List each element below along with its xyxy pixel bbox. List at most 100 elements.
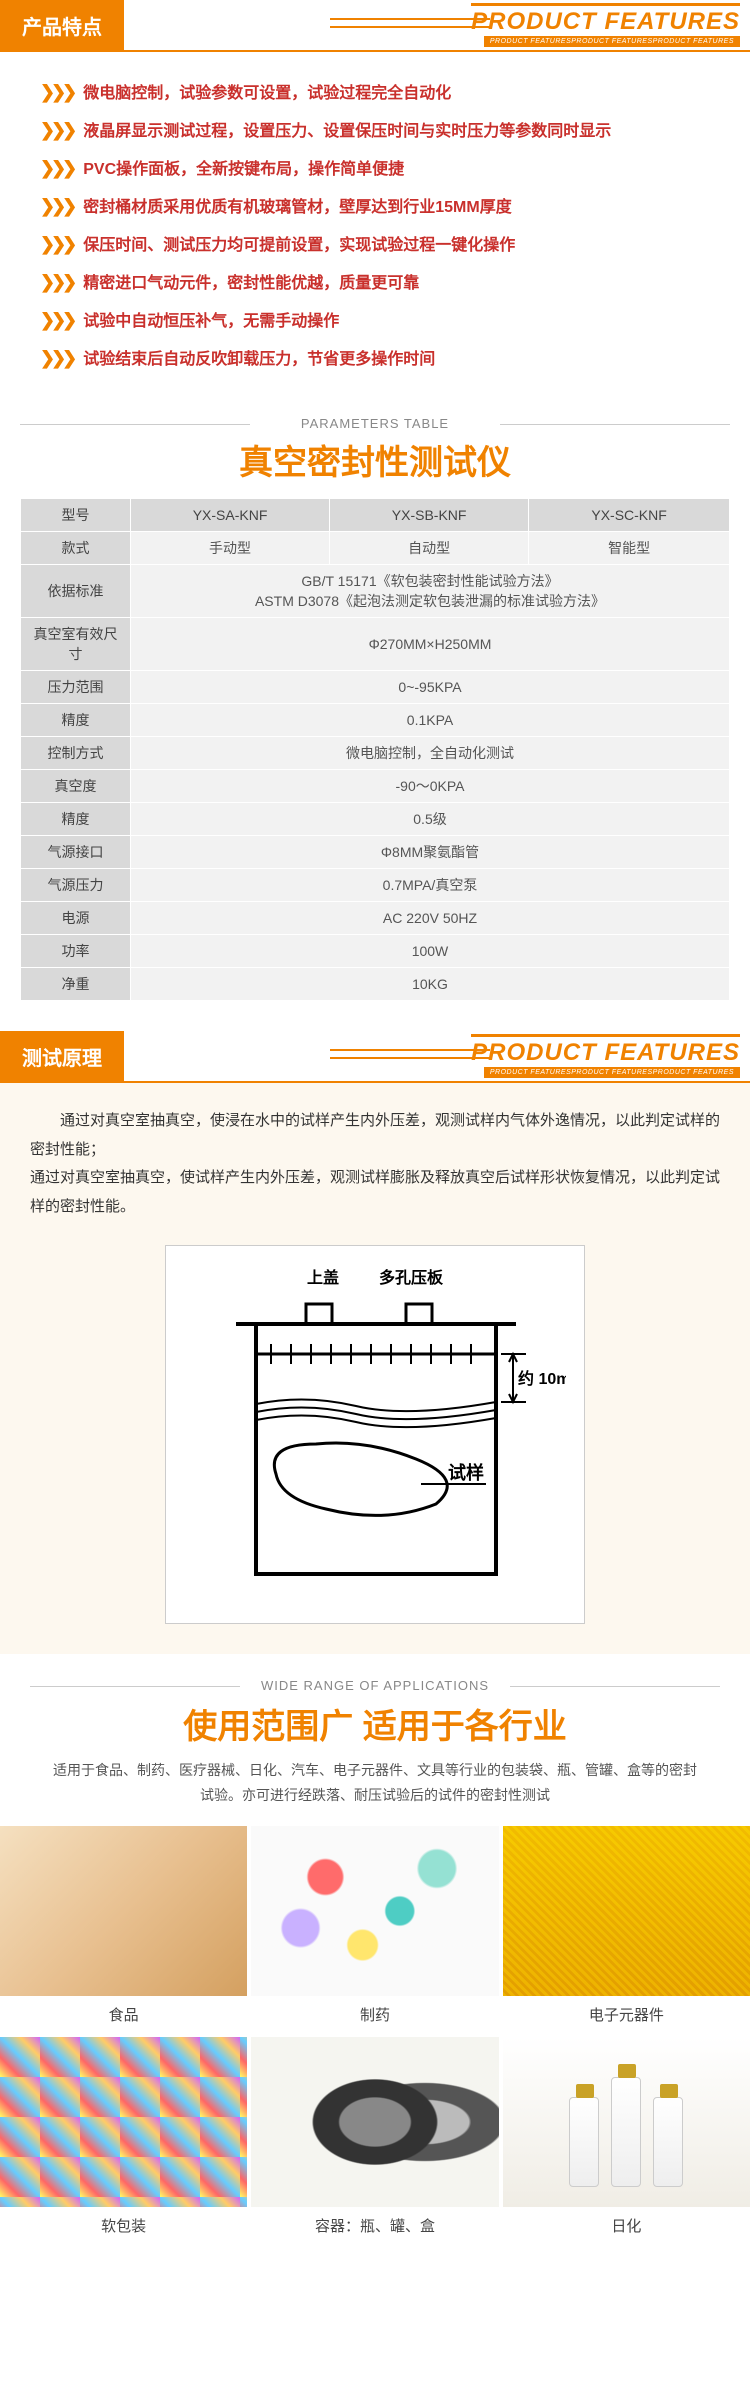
section-title-en: PRODUCT FEATURES	[471, 3, 740, 36]
feature-item: ❯❯❯ 密封桶材质采用优质有机玻璃管材，壁厚达到行业15MM厚度	[40, 196, 710, 220]
decor-lines	[330, 18, 490, 28]
section-title-cn: 测试原理	[0, 1031, 124, 1081]
feature-item: ❯❯❯ PVC操作面板，全新按键布局，操作简单便捷	[40, 158, 710, 182]
section-title-en-wrap: PRODUCT FEATURES PRODUCT FEATURESPRODUCT…	[471, 0, 750, 50]
td-label: 气源压力	[21, 869, 131, 902]
table-row: 控制方式微电脑控制，全自动化测试	[21, 737, 730, 770]
table-row: 精度0.5级	[21, 803, 730, 836]
application-cell: 日化	[503, 2037, 750, 2244]
section-title-en-sub: PRODUCT FEATURESPRODUCT FEATURESPRODUCT …	[484, 36, 740, 47]
table-row: 功率100W	[21, 935, 730, 968]
section-header-principle: 测试原理 PRODUCT FEATURES PRODUCT FEATURESPR…	[0, 1031, 750, 1083]
table-row: 型号 YX-SA-KNF YX-SB-KNF YX-SC-KNF	[21, 499, 730, 532]
td-label: 款式	[21, 532, 131, 565]
application-caption: 电子元器件	[503, 1996, 750, 2033]
section-header-features: 产品特点 PRODUCT FEATURES PRODUCT FEATURESPR…	[0, 0, 750, 52]
application-image	[251, 2037, 498, 2207]
feature-item: ❯❯❯ 微电脑控制，试验参数可设置，试验过程完全自动化	[40, 82, 710, 106]
td: 自动型	[330, 532, 529, 565]
principle-section: 通过对真空室抽真空，使浸在水中的试样产生内外压差，观测试样内气体外逸情况，以此判…	[0, 1083, 750, 1654]
application-image	[0, 2037, 247, 2207]
feature-text: 试验结束后自动反吹卸载压力，节省更多操作时间	[83, 348, 435, 372]
th-c1: YX-SA-KNF	[131, 499, 330, 532]
feature-text: PVC操作面板，全新按键布局，操作简单便捷	[83, 158, 404, 182]
td-value: Φ270MM×H250MM	[131, 618, 730, 671]
table-row: 真空度-90～0KPA	[21, 770, 730, 803]
applications-grid: 食品制药电子元器件软包装容器：瓶、罐、盒日化	[0, 1826, 750, 2244]
table-row: 净重10KG	[21, 968, 730, 1001]
td-value: GB/T 15171《软包装密封性能试验方法》 ASTM D3078《起泡法测定…	[131, 565, 730, 618]
td-value: 0.7MPA/真空泵	[131, 869, 730, 902]
feature-item: ❯❯❯液晶屏显示测试过程，设置压力、设置保压时间与实时压力等参数同时显示	[40, 120, 710, 144]
application-cell: 制药	[251, 1826, 498, 2033]
application-cell: 电子元器件	[503, 1826, 750, 2033]
principle-p1: 通过对真空室抽真空，使浸在水中的试样产生内外压差，观测试样内气体外逸情况，以此判…	[30, 1107, 720, 1164]
td-label: 精度	[21, 704, 131, 737]
chevron-icon: ❯❯❯	[40, 310, 73, 331]
td-label: 依据标准	[21, 565, 131, 618]
chevron-icon: ❯❯❯	[40, 82, 73, 103]
chevron-icon: ❯❯❯	[40, 234, 73, 255]
table-row: 气源接口Φ8MM聚氨酯管	[21, 836, 730, 869]
table-row: 精度0.1KPA	[21, 704, 730, 737]
td: 手动型	[131, 532, 330, 565]
td-value: AC 220V 50HZ	[131, 902, 730, 935]
application-caption: 制药	[251, 1996, 498, 2033]
feature-text: 液晶屏显示测试过程，设置压力、设置保压时间与实时压力等参数同时显示	[83, 120, 611, 144]
td-label: 精度	[21, 803, 131, 836]
applications-title: 使用范围广 适用于各行业	[0, 1699, 750, 1748]
diagram-label-lid: 上盖	[307, 1264, 339, 1288]
applications-block: WIDE RANGE OF APPLICATIONS 使用范围广 适用于各行业 …	[0, 1654, 750, 2244]
td: 智能型	[529, 532, 730, 565]
diagram-depth-text: 约 10mm	[518, 1369, 566, 1388]
section-title-en-wrap: PRODUCT FEATURES PRODUCT FEATURESPRODUCT…	[471, 1031, 750, 1081]
parameters-title: 真空密封性测试仪	[20, 435, 730, 484]
table-row: 真空室有效尺寸Φ270MM×H250MM	[21, 618, 730, 671]
table-row: 气源压力0.7MPA/真空泵	[21, 869, 730, 902]
feature-text: 精密进口气动元件，密封性能优越，质量更可靠	[83, 272, 419, 296]
td-label: 压力范围	[21, 671, 131, 704]
application-image	[503, 2037, 750, 2207]
decor-lines	[330, 1049, 490, 1059]
application-cell: 软包装	[0, 2037, 247, 2244]
chevron-icon: ❯❯❯	[40, 272, 73, 293]
feature-item: ❯❯❯ 精密进口气动元件，密封性能优越，质量更可靠	[40, 272, 710, 296]
applications-desc: 适用于食品、制药、医疗器械、日化、汽车、电子元器件、文具等行业的包装袋、瓶、管罐…	[0, 1758, 750, 1826]
td-value: 0.1KPA	[131, 704, 730, 737]
th-c3: YX-SC-KNF	[529, 499, 730, 532]
feature-text: 微电脑控制，试验参数可设置，试验过程完全自动化	[83, 82, 451, 106]
table-row: 电源AC 220V 50HZ	[21, 902, 730, 935]
application-image	[0, 1826, 247, 1996]
section-title-cn: 产品特点	[0, 0, 124, 50]
table-row: 压力范围0~-95KPA	[21, 671, 730, 704]
td-value: -90～0KPA	[131, 770, 730, 803]
feature-text: 试验中自动恒压补气，无需手动操作	[83, 310, 339, 334]
feature-item: ❯❯❯ 试验中自动恒压补气，无需手动操作	[40, 310, 710, 334]
td-value: Φ8MM聚氨酯管	[131, 836, 730, 869]
th-model: 型号	[21, 499, 131, 532]
td-value: 10KG	[131, 968, 730, 1001]
feature-text: 保压时间、测试压力均可提前设置，实现试验过程一键化操作	[83, 234, 515, 258]
application-cell: 食品	[0, 1826, 247, 2033]
principle-diagram: 上盖 多孔压板 约 10	[165, 1245, 585, 1624]
features-list: ❯❯❯微电脑控制，试验参数可设置，试验过程完全自动化❯❯❯液晶屏显示测试过程，设…	[0, 52, 750, 406]
feature-text: 密封桶材质采用优质有机玻璃管材，壁厚达到行业15MM厚度	[83, 196, 511, 220]
applications-sub: WIDE RANGE OF APPLICATIONS	[0, 1678, 750, 1693]
application-cell: 容器：瓶、罐、盒	[251, 2037, 498, 2244]
chevron-icon: ❯❯❯	[40, 158, 73, 179]
td-label: 真空度	[21, 770, 131, 803]
chevron-icon: ❯❯❯	[40, 196, 73, 217]
td-label: 真空室有效尺寸	[21, 618, 131, 671]
application-image	[251, 1826, 498, 1996]
td-value: 0~-95KPA	[131, 671, 730, 704]
td-label: 净重	[21, 968, 131, 1001]
th-c2: YX-SB-KNF	[330, 499, 529, 532]
td-value: 0.5级	[131, 803, 730, 836]
td-label: 功率	[21, 935, 131, 968]
application-image	[503, 1826, 750, 1996]
section-title-en-sub: PRODUCT FEATURESPRODUCT FEATURESPRODUCT …	[484, 1067, 740, 1078]
chevron-icon: ❯❯❯	[40, 348, 73, 369]
diagram-sample-text: 试样	[448, 1462, 484, 1483]
parameters-table: 型号 YX-SA-KNF YX-SB-KNF YX-SC-KNF 款式 手动型 …	[20, 498, 730, 1001]
application-caption: 软包装	[0, 2207, 247, 2244]
